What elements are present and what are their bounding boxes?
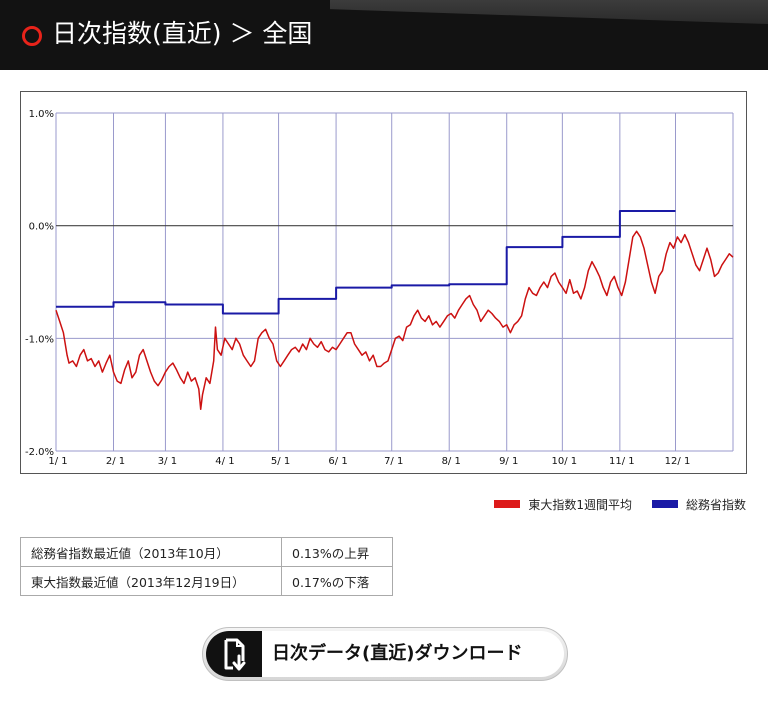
legend-item-soumu: 総務省指数 xyxy=(651,496,746,513)
latest-values-table: 総務省指数最近値（2013年10月） 0.13%の上昇 東大指数最近値（2013… xyxy=(20,537,393,596)
x-tick-label: 6/ 1 xyxy=(328,456,347,467)
y-tick-label: 1.0% xyxy=(29,109,54,120)
row-value: 0.17%の下落 xyxy=(281,566,393,596)
page-header: 日次指数(直近) ＞ 全国 xyxy=(0,0,768,70)
x-tick-label: 2/ 1 xyxy=(106,456,125,467)
x-tick-label: 1/ 1 xyxy=(48,456,67,467)
x-tick-label: 7/ 1 xyxy=(384,456,403,467)
legend-swatch-blue xyxy=(651,500,678,508)
download-button-face[interactable]: 日次データ(直近)ダウンロード xyxy=(206,631,564,677)
x-tick-label: 11/ 1 xyxy=(609,456,635,467)
x-tick-label: 3/ 1 xyxy=(158,456,177,467)
circle-icon xyxy=(22,26,42,46)
legend-label-todai: 東大指数1週間平均 xyxy=(528,497,632,512)
legend-swatch-red xyxy=(494,500,521,508)
series-line-soumu xyxy=(56,210,676,315)
row-label: 東大指数最近値（2013年12月19日） xyxy=(20,566,282,596)
row-label: 総務省指数最近値（2013年10月） xyxy=(20,537,282,567)
x-tick-label: 5/ 1 xyxy=(271,456,290,467)
x-tick-label: 4/ 1 xyxy=(215,456,234,467)
download-file-icon xyxy=(206,631,262,677)
page-title: 日次指数(直近) ＞ 全国 xyxy=(52,19,313,48)
x-tick-label: 10/ 1 xyxy=(552,456,578,467)
legend-item-todai: 東大指数1週間平均 xyxy=(494,496,632,513)
series-line-todai xyxy=(55,230,734,411)
legend-label-soumu: 総務省指数 xyxy=(685,497,746,512)
download-button[interactable]: 日次データ(直近)ダウンロード xyxy=(202,627,568,681)
x-tick-label: 9/ 1 xyxy=(499,456,518,467)
table-row: 総務省指数最近値（2013年10月） 0.13%の上昇 xyxy=(20,537,393,567)
row-value: 0.13%の上昇 xyxy=(281,537,393,567)
download-button-label[interactable]: 日次データ(直近)ダウンロード xyxy=(272,643,523,664)
header-decoration xyxy=(330,0,768,24)
x-tick-label: 8/ 1 xyxy=(442,456,461,467)
y-tick-label: 0.0% xyxy=(29,222,54,233)
daily-index-chart: 1.0% 0.0% -1.0% -2.0%1/ 1 2/ 1 3/ 1 4/ 1 5/ 1 6/… xyxy=(25,109,734,467)
table-row: 東大指数最近値（2013年12月19日） 0.17%の下落 xyxy=(20,566,393,596)
y-tick-label: -2.0% xyxy=(25,447,54,458)
chart-legend: 東大指数1週間平均 総務省指数 xyxy=(474,494,746,514)
y-tick-label: -1.0% xyxy=(25,334,54,345)
x-tick-label: 12/ 1 xyxy=(665,456,691,467)
